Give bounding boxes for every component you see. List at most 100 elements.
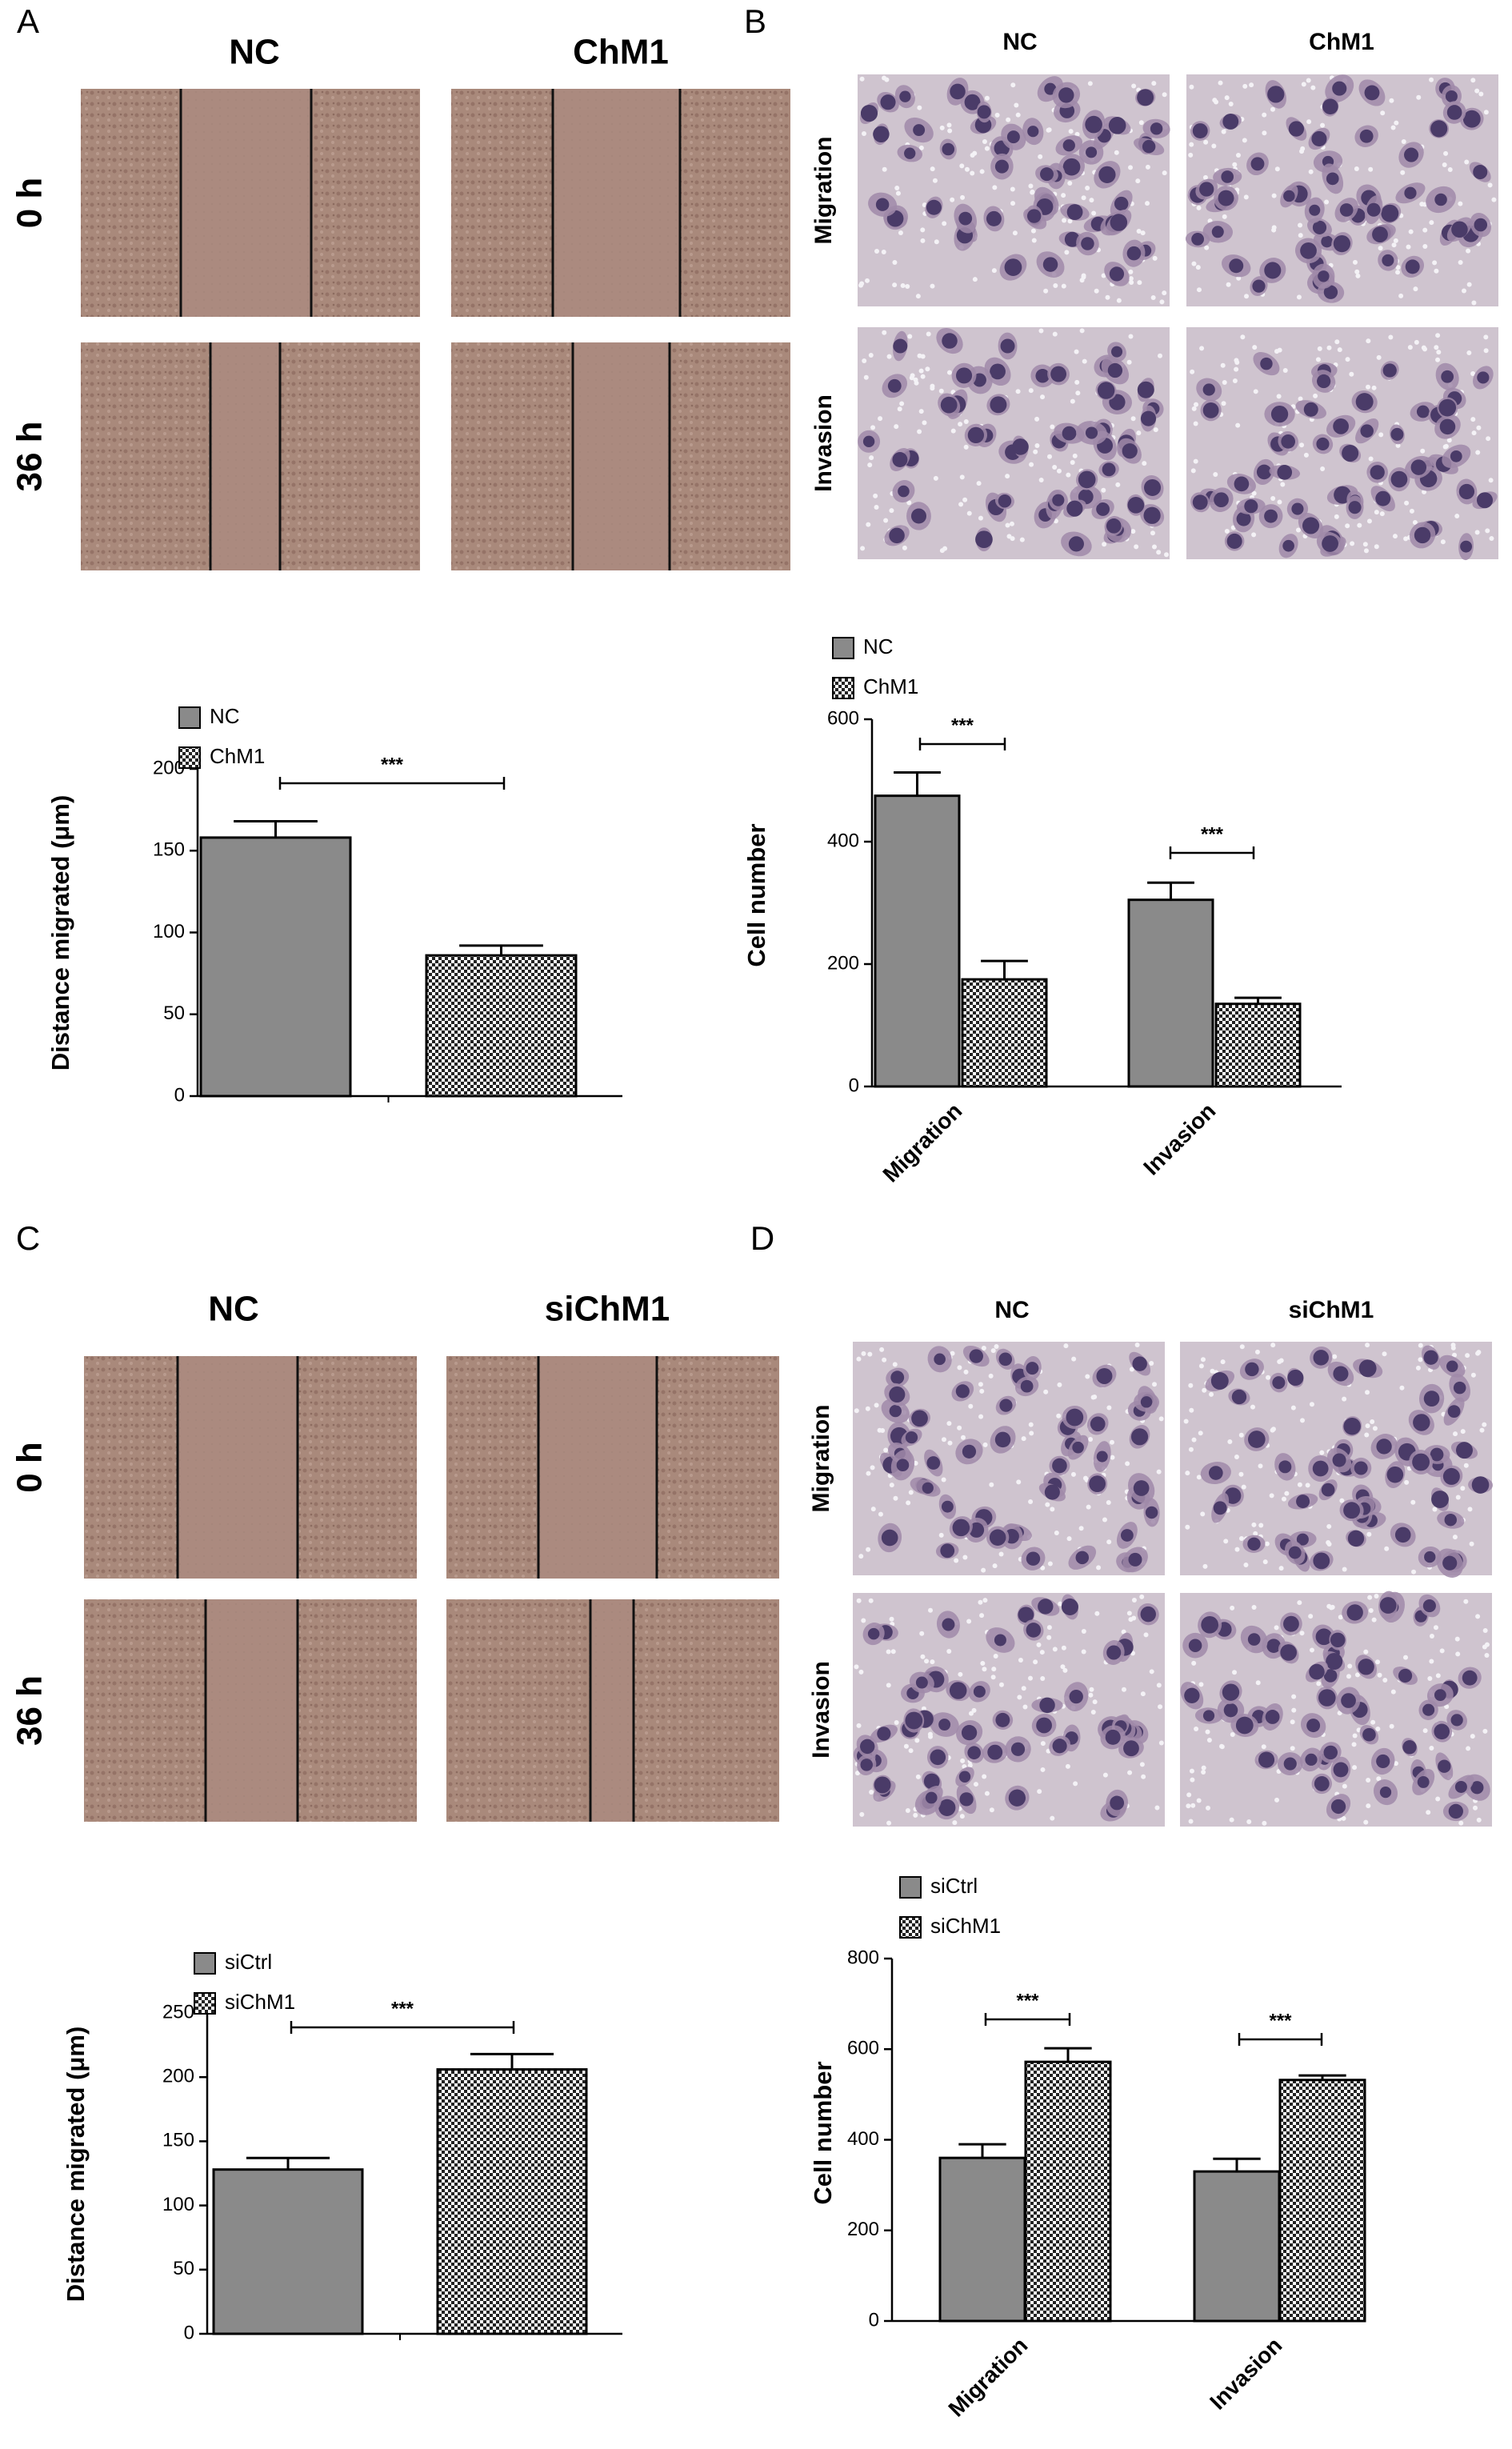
y-tick-label: 200 [162, 2066, 194, 2087]
cell-nucleus [1354, 1461, 1368, 1475]
cell-nucleus [1405, 259, 1420, 274]
pore [1205, 1729, 1210, 1735]
pore [906, 500, 912, 506]
pore [1408, 229, 1414, 234]
pore [1220, 362, 1226, 368]
pore [1106, 1539, 1112, 1545]
pore [1054, 1531, 1059, 1536]
cell-nucleus [1302, 517, 1320, 534]
pore [1038, 154, 1043, 159]
pore [1074, 379, 1080, 385]
cell-nucleus [1096, 502, 1110, 516]
pore [867, 462, 873, 468]
pore [1363, 1649, 1369, 1655]
pore [1354, 166, 1359, 171]
pore [1476, 1817, 1482, 1823]
cell-nucleus [1283, 1757, 1297, 1771]
y-tick-label: 200 [847, 2219, 879, 2240]
cell-nucleus [1444, 1513, 1457, 1527]
pore [1429, 77, 1434, 82]
cell-nucleus [1455, 1442, 1473, 1459]
cell-nucleus [1438, 398, 1457, 417]
cell-nucleus [994, 1431, 1011, 1448]
cell-nucleus [923, 1773, 940, 1790]
pore [905, 1807, 910, 1813]
pore [858, 1669, 864, 1675]
pore [1029, 462, 1034, 467]
pore [882, 1357, 887, 1363]
pore [900, 282, 906, 288]
pore [1366, 1778, 1371, 1783]
pore [1406, 244, 1411, 250]
pore [1221, 129, 1226, 134]
cell-nucleus [1098, 166, 1116, 183]
y-tick-label: 100 [162, 2194, 194, 2215]
pore [1407, 345, 1413, 350]
cell-nucleus [1364, 85, 1380, 101]
pore [1110, 1455, 1115, 1460]
pore [1223, 1539, 1229, 1544]
pore [1442, 162, 1447, 168]
cell-nucleus [1288, 1546, 1302, 1559]
pore [979, 1613, 985, 1619]
pore [1363, 548, 1369, 554]
pore [1125, 1461, 1130, 1467]
pore [1375, 1659, 1381, 1665]
cell-nucleus [889, 527, 905, 544]
pore [907, 334, 913, 339]
pore [1413, 286, 1418, 292]
cell-nucleus [1231, 1389, 1247, 1405]
pore [1131, 83, 1137, 89]
pore [1102, 1517, 1107, 1523]
pore [1258, 1523, 1264, 1528]
pore [1264, 1541, 1270, 1547]
pore [1186, 1792, 1192, 1798]
pore [1306, 119, 1312, 125]
pore [1338, 1615, 1343, 1620]
pore [942, 221, 947, 226]
cell-nucleus [1438, 1759, 1451, 1773]
pore [1219, 1744, 1225, 1750]
cell-nucleus [1417, 1776, 1430, 1788]
x-tick-label: Migration [878, 1098, 966, 1187]
y-tick-label: 0 [849, 1074, 859, 1096]
pore [1315, 357, 1321, 362]
pore [883, 518, 889, 523]
pore [881, 249, 886, 254]
pore [1106, 1405, 1112, 1411]
pore [899, 401, 905, 406]
pore [1317, 346, 1322, 351]
row-label: 0 h [10, 178, 50, 229]
pore [1203, 139, 1209, 145]
pore [1046, 1625, 1052, 1631]
pore [1222, 214, 1227, 219]
pore [1145, 201, 1150, 206]
cell-nucleus [1062, 139, 1075, 152]
pore [924, 1659, 930, 1664]
legend-swatch [899, 1916, 922, 1939]
pore [938, 388, 944, 394]
row-label: Migration [808, 1405, 834, 1513]
cell-nucleus [1221, 170, 1234, 183]
column-header: ChM1 [1309, 29, 1374, 55]
micrograph [853, 1593, 1165, 1827]
pore [981, 1567, 986, 1573]
cell-nucleus [1379, 1786, 1392, 1799]
pore [890, 1649, 896, 1655]
cell-nucleus [1423, 1350, 1438, 1365]
legend-swatch [832, 637, 854, 659]
pore [1065, 1763, 1070, 1769]
cell-nucleus [1192, 494, 1208, 510]
pore [928, 1734, 934, 1739]
pore [1139, 1762, 1145, 1767]
pore [1290, 1405, 1296, 1411]
cell-nucleus [1283, 1615, 1299, 1632]
pore [960, 1758, 966, 1763]
cell-nucleus [1127, 496, 1145, 514]
pore [1043, 1389, 1049, 1395]
pore [989, 1807, 994, 1813]
cell-nucleus [1412, 1453, 1430, 1471]
cell-nucleus [1314, 1776, 1330, 1791]
pore [870, 1507, 876, 1512]
